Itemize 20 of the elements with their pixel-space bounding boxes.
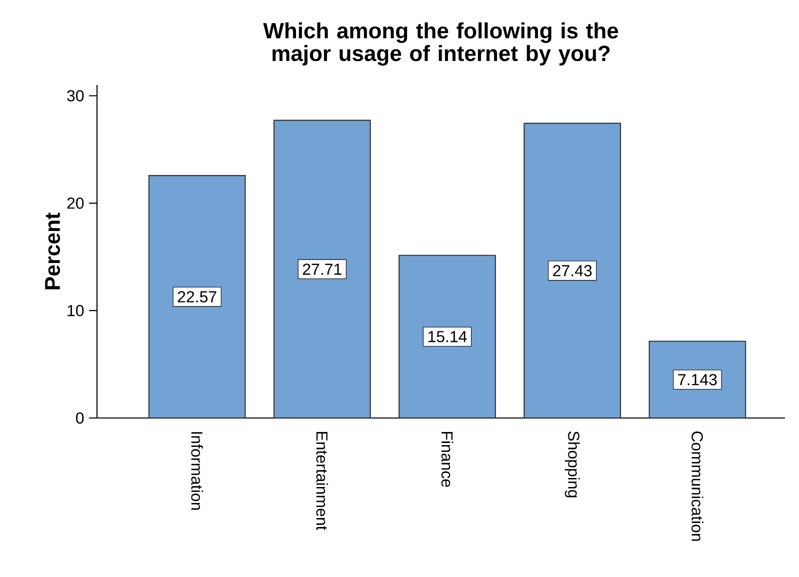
chart-title: Which among the following is the major usage of internet by you? xyxy=(263,22,618,66)
y-tick-label: 10 xyxy=(68,304,84,316)
x-tick-label: Communication xyxy=(692,432,704,541)
data-label: 7.143 xyxy=(678,374,717,386)
y-tick-label: 0 xyxy=(76,412,84,424)
data-label: 15.14 xyxy=(428,331,467,342)
bar xyxy=(398,254,496,418)
y-axis-title: Percent xyxy=(45,212,60,290)
data-label: 27.71 xyxy=(302,264,342,275)
x-tick-label: Information xyxy=(191,432,203,510)
data-label: 27.43 xyxy=(553,265,592,276)
bar xyxy=(148,175,246,418)
bar xyxy=(273,120,371,418)
data-label: 22.57 xyxy=(178,291,216,302)
x-tick-label: Shopping xyxy=(564,431,580,498)
bar xyxy=(524,122,622,418)
y-tick-label: 20 xyxy=(67,197,84,209)
x-tick-label: Entertainment xyxy=(316,432,328,530)
y-tick-label: 30 xyxy=(67,90,84,102)
x-tick-label: Finance xyxy=(441,432,454,487)
